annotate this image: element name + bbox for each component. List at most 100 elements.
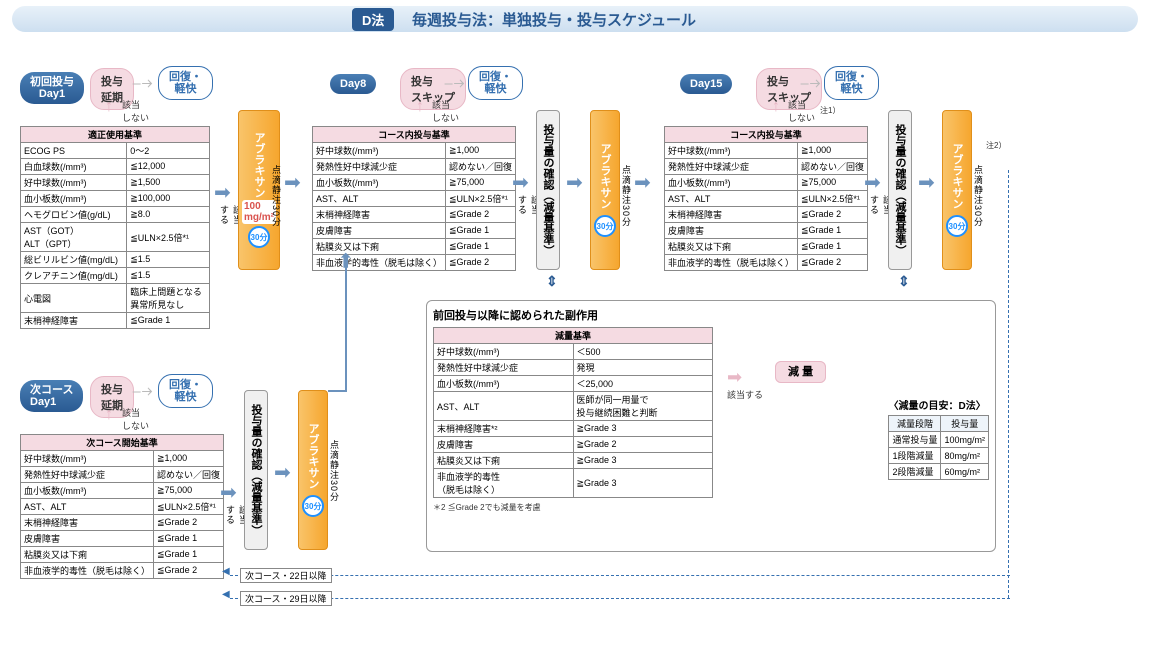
label-not-applicable-3: 該当 しない	[788, 98, 815, 124]
pill-next-day1: 次コース Day1	[20, 380, 83, 412]
cell: ≦ULN×2.5倍*¹	[127, 223, 210, 252]
cell: 1段階減量	[889, 448, 941, 464]
circle-30-icon: 30分	[302, 495, 324, 517]
cell: 末梢神経障害	[665, 207, 798, 223]
cell: ≧100,000	[127, 191, 210, 207]
cell: ≧Grade 2	[573, 437, 713, 453]
dashed-arrow-icon: ⤍	[800, 72, 821, 95]
cell: 末梢神経障害	[21, 313, 127, 329]
cell: ≧Grade 3	[573, 421, 713, 437]
cell: 60mg/m²	[941, 464, 989, 480]
pill-recover-3: 回復・ 軽快	[824, 66, 879, 100]
table-reduce-guide: 減量段階投与量 通常投与量100mg/m²1段階減量80mg/m²2段階減量60…	[888, 415, 989, 480]
cell: 血小板数(/mm³)	[665, 175, 798, 191]
cell: ≦Grade 1	[446, 239, 516, 255]
confirm-dose-box-3: 投与量の確認（減量基準）	[244, 390, 268, 550]
cell: ≧8.0	[127, 207, 210, 223]
arrow-right-icon: ➡	[220, 480, 237, 505]
cell: ≦1.5	[127, 252, 210, 268]
cell: 皮膚障害	[434, 437, 574, 453]
iv30-4: 点滴静注30分	[328, 440, 341, 502]
cell: 好中球数(/mm³)	[21, 451, 154, 467]
cell: ≦ULN×2.5倍*¹	[154, 499, 224, 515]
cell: ≦12,000	[127, 159, 210, 175]
cell: ≦ULN×2.5倍*¹	[798, 191, 868, 207]
return-line-22	[230, 575, 1010, 576]
table-hdr: 次コース開始基準	[21, 435, 224, 451]
cell: 末梢神経障害	[313, 207, 446, 223]
return-label-29: 次コース・29日以降	[240, 591, 332, 606]
cell: ≧1,000	[154, 451, 224, 467]
table-next-course: 次コース開始基準 好中球数(/mm³)≧1,000発熱性好中球減少症認めない／回…	[20, 434, 224, 579]
cell: ヘモグロビン値(g/dL)	[21, 207, 127, 223]
cell: 発熱性好中球減少症	[665, 159, 798, 175]
cell: ≦Grade 1	[154, 531, 224, 547]
drug-name: アブラキサン	[251, 132, 267, 198]
connector-line	[345, 260, 347, 390]
label-not-applicable-1: 該当 しない	[122, 98, 149, 124]
up-arrow-icon: ↑	[105, 98, 113, 116]
cell: 血小板数(/mm³)	[313, 175, 446, 191]
drug-box-4: アブラキサン 30分	[298, 390, 328, 550]
confirm-dose-label: 投与量の確認（減量基準）	[892, 124, 908, 256]
reduce-button: 減 量	[775, 361, 826, 383]
note2: 注2）	[986, 140, 1006, 151]
cell: 皮膚障害	[665, 223, 798, 239]
drug-name: アブラキサン	[305, 423, 321, 489]
cell: 皮膚障害	[313, 223, 446, 239]
confirm-dose-label: 投与量の確認（減量基準）	[540, 124, 556, 256]
cell: ≦Grade 1	[127, 313, 210, 329]
cell: ECOG PS	[21, 143, 127, 159]
cell: 好中球数(/mm³)	[21, 175, 127, 191]
up-arrow-icon: ↑	[105, 406, 113, 424]
dashed-arrow-icon: ⤍	[132, 72, 153, 95]
up-arrow-icon: ↑	[772, 98, 780, 116]
cell: 好中球数(/mm³)	[665, 143, 798, 159]
cell: 好中球数(/mm³)	[434, 344, 574, 360]
circle-30-icon: 30分	[946, 215, 968, 237]
cell: 2段階減量	[889, 464, 941, 480]
table-proper-use: 適正使用基準 ECOG PS0～2白血球数(/mm³)≦12,000好中球数(/…	[20, 126, 210, 329]
drug-name: アブラキサン	[949, 143, 965, 209]
table-hdr: コース内投与基準	[313, 127, 516, 143]
cell: 非血液学的毒性 （脱毛は除く）	[434, 469, 574, 498]
arrow-right-icon: ➡	[634, 170, 651, 195]
cell: 認めない／回復	[154, 467, 224, 483]
cell: 心電図	[21, 284, 127, 313]
dashed-arrow-icon: ⤍	[132, 380, 153, 403]
cell: 80mg/m²	[941, 448, 989, 464]
cell: 臨床上問題となる 異常所見なし	[127, 284, 210, 313]
cell: ≧1,000	[446, 143, 516, 159]
return-line-29	[230, 598, 1010, 599]
cell: ≦1.5	[127, 268, 210, 284]
arrow-right-pink-icon: ➡	[727, 367, 742, 387]
cell: ≦ULN×2.5倍*¹	[446, 191, 516, 207]
arrow-up-icon: ➡	[333, 252, 358, 269]
pill-recover-4: 回復・ 軽快	[158, 374, 213, 408]
drug-box-3: アブラキサン 30分	[942, 110, 972, 270]
title-bar: D法 毎週投与法：単独投与・投与スケジュール	[12, 6, 1138, 32]
col-hdr: 投与量	[941, 416, 989, 432]
iv30-1: 点滴静注30分	[270, 165, 283, 227]
cell: AST、ALT	[313, 191, 446, 207]
cell: ≦Grade 1	[446, 223, 516, 239]
arrow-left-icon: ◀	[222, 566, 230, 577]
cell: 認めない／回復	[798, 159, 868, 175]
drug-box-2: アブラキサン 30分	[590, 110, 620, 270]
table-hdr: 減量基準	[434, 328, 713, 344]
cell: ≦Grade 1	[154, 547, 224, 563]
label-not-applicable-4: 該当 しない	[122, 406, 149, 432]
cell: 通常投与量	[889, 432, 941, 448]
confirm-dose-box-2: 投与量の確認（減量基準）	[888, 110, 912, 270]
arrow-right-icon: ➡	[918, 170, 935, 195]
table-hdr: 適正使用基準	[21, 127, 210, 143]
arrow-right-icon: ➡	[274, 460, 291, 485]
cell: 発現	[573, 360, 713, 376]
cell: ≦Grade 2	[798, 255, 868, 271]
cell: 発熱性好中球減少症	[434, 360, 574, 376]
cell: 粘膜炎又は下痢	[21, 547, 154, 563]
col-hdr: 減量段階	[889, 416, 941, 432]
cell: 白血球数(/mm³)	[21, 159, 127, 175]
double-arrow-icon: ⇕	[546, 273, 558, 290]
title-badge: D法	[352, 8, 394, 31]
